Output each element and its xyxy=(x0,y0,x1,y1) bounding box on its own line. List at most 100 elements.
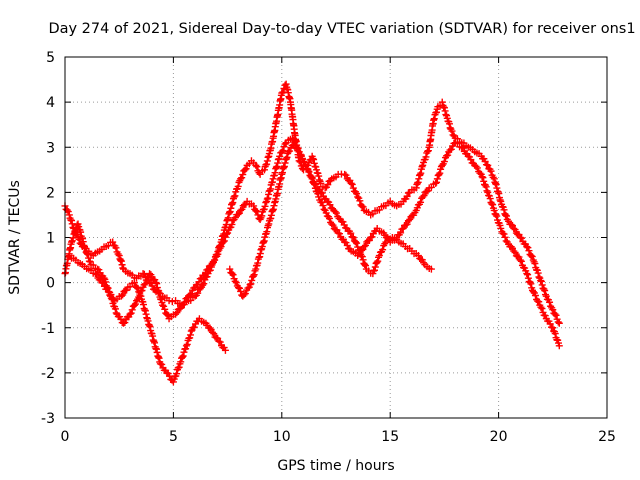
data-point xyxy=(133,297,141,305)
data-marker xyxy=(480,177,488,185)
data-point xyxy=(419,193,427,201)
data-marker xyxy=(253,163,261,171)
data-point xyxy=(555,319,563,327)
data-marker xyxy=(320,205,328,213)
data-point xyxy=(117,292,125,300)
data-marker xyxy=(546,320,554,328)
data-marker xyxy=(538,281,546,289)
data-marker xyxy=(501,233,509,241)
data-marker xyxy=(507,221,515,229)
data-point xyxy=(91,270,99,278)
data-point xyxy=(172,310,180,318)
data-marker xyxy=(247,280,255,288)
data-point xyxy=(510,224,518,232)
data-marker xyxy=(487,167,495,175)
data-marker xyxy=(244,284,252,292)
data-point xyxy=(523,243,531,251)
data-marker xyxy=(117,256,125,264)
data-marker xyxy=(310,156,318,164)
y-tick-label: 4 xyxy=(46,95,55,111)
data-point xyxy=(237,175,245,183)
data-marker xyxy=(173,309,181,317)
data-marker xyxy=(359,256,367,264)
data-marker xyxy=(486,195,494,203)
data-marker xyxy=(483,187,491,195)
data-marker xyxy=(335,230,343,238)
data-marker xyxy=(518,234,526,242)
data-marker xyxy=(531,291,539,299)
data-marker xyxy=(356,197,364,205)
data-marker xyxy=(417,198,425,206)
data-marker xyxy=(178,353,186,361)
data-marker xyxy=(221,233,229,241)
data-marker xyxy=(472,162,480,170)
data-marker xyxy=(349,184,357,192)
data-marker xyxy=(214,250,222,258)
data-point xyxy=(555,342,563,350)
data-point xyxy=(529,288,537,296)
data-marker xyxy=(121,319,129,327)
data-marker xyxy=(249,272,257,280)
data-marker xyxy=(342,171,350,179)
data-marker xyxy=(237,287,245,295)
data-marker xyxy=(262,198,270,206)
data-marker xyxy=(424,147,432,155)
data-marker xyxy=(362,262,370,270)
data-marker xyxy=(210,330,218,338)
data-marker xyxy=(234,182,242,190)
data-marker xyxy=(348,180,356,188)
data-marker xyxy=(312,180,320,188)
data-marker xyxy=(147,271,155,279)
data-point xyxy=(523,270,531,278)
data-marker xyxy=(358,253,366,261)
data-marker xyxy=(324,181,332,189)
data-marker xyxy=(371,263,379,271)
data-marker xyxy=(264,153,272,161)
x-tick-label: 15 xyxy=(381,429,399,445)
data-marker xyxy=(69,223,77,231)
data-point xyxy=(217,243,225,251)
data-marker xyxy=(238,174,246,182)
data-marker xyxy=(148,282,156,290)
data-point xyxy=(356,247,364,255)
data-marker xyxy=(308,174,316,182)
data-marker xyxy=(177,358,185,366)
data-marker xyxy=(231,277,239,285)
data-point xyxy=(375,252,383,260)
data-marker xyxy=(554,318,562,326)
data-point xyxy=(347,179,355,187)
data-marker xyxy=(459,144,467,152)
data-marker xyxy=(228,220,236,228)
data-point xyxy=(427,265,435,273)
data-marker xyxy=(133,283,141,291)
data-marker xyxy=(361,261,369,269)
data-marker xyxy=(528,253,536,261)
data-marker xyxy=(220,237,228,245)
data-marker xyxy=(492,211,500,219)
data-marker xyxy=(500,206,508,214)
data-marker xyxy=(263,160,271,168)
data-point xyxy=(232,279,240,287)
data-marker xyxy=(279,147,287,155)
data-marker xyxy=(296,151,304,159)
chart-title: Day 274 of 2021, Sidereal Day-to-day VTE… xyxy=(48,21,635,37)
data-marker xyxy=(404,217,412,225)
data-marker xyxy=(445,120,453,128)
data-marker xyxy=(326,201,334,209)
data-marker xyxy=(142,276,150,284)
data-marker xyxy=(199,281,207,289)
data-point xyxy=(65,211,73,219)
data-marker xyxy=(531,260,539,268)
data-marker xyxy=(118,261,126,269)
data-point xyxy=(276,152,284,160)
data-marker xyxy=(127,309,135,317)
data-marker xyxy=(448,127,456,135)
data-marker xyxy=(112,309,120,317)
data-marker xyxy=(239,171,247,179)
data-marker xyxy=(420,192,428,200)
data-marker xyxy=(433,175,441,183)
data-point xyxy=(542,292,550,300)
data-point xyxy=(354,193,362,201)
data-marker xyxy=(242,165,250,173)
